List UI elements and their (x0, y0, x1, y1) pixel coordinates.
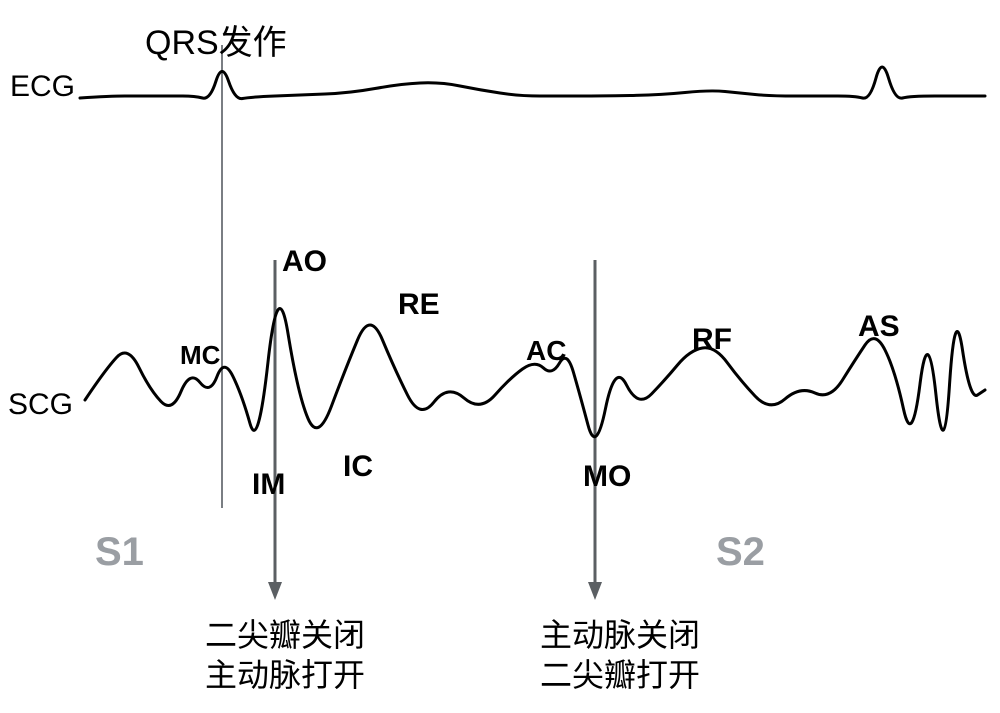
as-label: AS (858, 310, 900, 344)
scg-waveform (85, 309, 985, 437)
ecg-axis-label: ECG (10, 70, 75, 104)
diagram-canvas: QRS发作 ECG SCG S1 S2 MC AO RE AC RF AS IM… (0, 0, 1000, 713)
re-label: RE (398, 288, 440, 322)
im-label: IM (252, 468, 285, 502)
ac-label: AC (526, 335, 566, 367)
s2-phase-label: S2 (716, 530, 765, 575)
s1-arrow (268, 260, 282, 600)
s1-phase-label: S1 (95, 530, 144, 575)
ic-label: IC (343, 450, 373, 484)
ao-label: AO (282, 245, 327, 279)
scg-axis-label: SCG (8, 388, 73, 422)
aortic-open-label: 主动脉打开 (205, 650, 365, 696)
qrs-label: QRS发作 (145, 15, 287, 64)
ecg-waveform (80, 67, 985, 99)
mitral-open-label: 二尖瓣打开 (540, 650, 700, 696)
rf-label: RF (692, 323, 732, 357)
waveform-svg (0, 0, 1000, 713)
mc-label: MC (180, 340, 220, 371)
mo-label: MO (583, 460, 631, 494)
